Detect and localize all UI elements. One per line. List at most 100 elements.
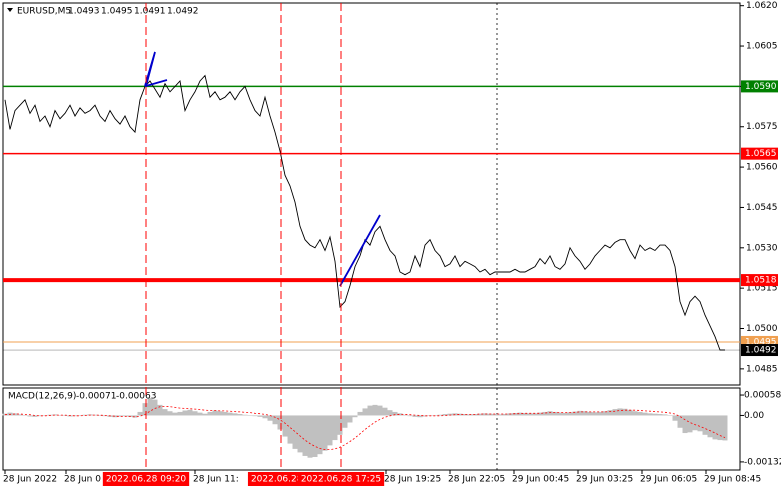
ohlc-value: 1.0495	[101, 7, 133, 17]
macd-bar	[567, 412, 573, 416]
macd-bar	[552, 411, 558, 416]
macd-bar	[157, 404, 163, 416]
macd-bar	[522, 412, 528, 416]
macd-bar	[467, 414, 473, 416]
y-tick-label: 1.0530	[746, 243, 778, 253]
macd-bar	[692, 415, 698, 431]
macd-bar	[662, 414, 668, 416]
macd-bar	[247, 415, 253, 416]
macd-bar	[302, 415, 308, 456]
x-tick-label: 28 Jun 0	[64, 475, 101, 485]
marker-label: 2022.06.28 1	[251, 475, 311, 485]
marker-box	[297, 472, 385, 486]
macd-bar	[72, 415, 78, 417]
macd-bar	[362, 408, 368, 416]
x-tick-label: 29 Jun 03:25	[576, 475, 633, 485]
macd-bar	[487, 413, 493, 416]
macd-bar	[167, 411, 173, 416]
macd-bar	[497, 414, 503, 416]
macd-bar	[387, 410, 393, 416]
macd-bar	[377, 405, 383, 416]
macd-bar	[657, 414, 663, 416]
macd-bar	[172, 412, 178, 416]
macd-bar	[372, 404, 378, 416]
level-box	[741, 147, 778, 160]
macd-bar	[527, 413, 533, 416]
y-tick-label: 1.0560	[746, 163, 778, 173]
macd-bar	[597, 411, 603, 416]
macd-bar	[327, 415, 333, 446]
macd-bar	[332, 415, 338, 441]
macd-bar	[587, 411, 593, 416]
y-tick-label: 1.0515	[746, 284, 778, 294]
macd-bar	[607, 410, 613, 416]
macd-bar	[717, 415, 723, 441]
macd-bar	[307, 415, 313, 458]
marker-box	[102, 472, 190, 486]
macd-bar	[32, 415, 38, 417]
level-box	[741, 344, 778, 357]
macd-bar	[37, 415, 43, 417]
macd-bar	[252, 415, 258, 417]
macd-bar	[62, 415, 68, 416]
macd-bar	[232, 413, 238, 416]
macd-bar	[687, 415, 693, 433]
macd-bar	[217, 411, 223, 416]
x-tick-label: 28 Jun 19:25	[384, 475, 441, 485]
level-label: 1.0492	[745, 346, 777, 356]
y-tick-label: 1.0500	[746, 324, 778, 334]
macd-bar	[132, 415, 138, 418]
macd-bar	[77, 415, 83, 416]
macd-bar	[442, 414, 448, 416]
macd-bar	[142, 403, 148, 416]
macd-bar	[417, 415, 423, 418]
macd-bar	[407, 415, 413, 417]
macd-bar	[382, 407, 388, 416]
macd-bar	[582, 411, 588, 416]
macd-bar	[437, 414, 443, 416]
macd-bar	[197, 412, 203, 416]
macd-bar	[557, 412, 563, 416]
macd-bar	[612, 409, 618, 416]
y-tick-label: 1.0605	[746, 42, 778, 52]
symbol-title: EURUSD,M5	[17, 7, 71, 17]
y2-tick-label: -0.00132	[744, 457, 781, 467]
level-label: 1.0565	[745, 149, 777, 159]
y-tick-label: 1.0485	[746, 364, 778, 374]
macd-bar	[292, 415, 298, 449]
macd-panel	[2, 387, 741, 471]
macd-bar	[22, 415, 28, 416]
macd-bar	[702, 415, 708, 435]
marker-label: 2022.06.28 09:20	[106, 475, 187, 485]
level-label: 1.0518	[745, 276, 777, 286]
macd-bar	[622, 408, 628, 416]
macd-bar	[542, 411, 548, 416]
macd-bar	[647, 413, 653, 416]
macd-value: -0.00063	[116, 392, 156, 402]
macd-bar	[322, 415, 328, 451]
macd-bar	[517, 412, 523, 416]
trend-line	[339, 214, 381, 287]
macd-bar	[17, 414, 23, 416]
macd-bar	[477, 413, 483, 416]
macd-bar	[227, 412, 233, 416]
macd-bar	[117, 415, 123, 417]
macd-bar	[637, 411, 643, 416]
x-tick-label: 29 Jun 08:45	[704, 475, 761, 485]
macd-bar	[422, 415, 428, 417]
macd-bar	[447, 413, 453, 416]
level-box	[741, 274, 778, 287]
macd-bar	[462, 414, 468, 416]
x-tick-label: 28 Jun 2022	[3, 475, 57, 485]
macd-bar	[312, 415, 318, 457]
macd-bar	[187, 409, 193, 416]
macd-bar	[632, 411, 638, 416]
macd-bar	[47, 414, 53, 416]
macd-title: MACD(12,26,9)	[8, 392, 76, 402]
y-tick-label: 1.0620	[746, 1, 778, 11]
macd-bar	[642, 412, 648, 416]
price-line	[4, 74, 725, 351]
macd-bar	[672, 415, 678, 421]
macd-bar	[52, 414, 58, 416]
macd-bar	[482, 413, 488, 416]
